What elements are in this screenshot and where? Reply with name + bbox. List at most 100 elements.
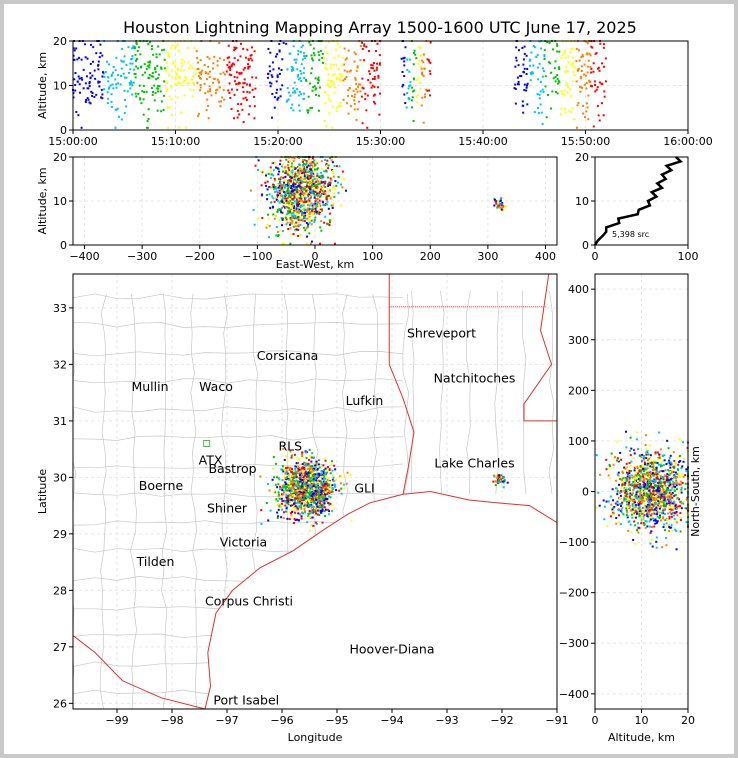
altitude-time-source — [135, 41, 138, 44]
map-lightning-source — [296, 474, 299, 477]
altitude-time-source — [302, 71, 305, 74]
altitude-eastwest-source — [293, 217, 296, 220]
altitude-eastwest-source — [324, 202, 327, 205]
altitude-time-source — [277, 96, 280, 99]
map-lightning-source — [289, 484, 292, 487]
northsouth-source — [624, 466, 627, 469]
map-lightning-source — [331, 469, 334, 472]
altitude-time-source — [147, 61, 150, 64]
altitude-eastwest-source — [294, 178, 297, 181]
altitude-eastwest-source — [301, 172, 304, 175]
map-lightning-source — [303, 478, 306, 481]
altitude-eastwest-source — [302, 169, 305, 172]
altitude-time-source — [364, 98, 367, 101]
map-lightning-source — [283, 500, 286, 503]
altitude-eastwest-source — [318, 204, 321, 207]
altitude-time-source — [334, 73, 337, 76]
altitude-eastwest-source — [310, 168, 313, 171]
map-lightning-source — [298, 486, 301, 489]
northsouth-source — [636, 476, 639, 479]
map-lightning-source — [297, 484, 300, 487]
altitude-time-source — [372, 94, 375, 97]
map-lightning-source — [328, 468, 331, 471]
altitude-time-source — [251, 88, 254, 91]
northsouth-source — [644, 509, 647, 512]
altitude-time-source — [577, 49, 580, 52]
map-lightning-source — [285, 489, 288, 492]
altitude-eastwest-source — [294, 191, 297, 194]
altitude-eastwest-source — [333, 165, 336, 168]
altitude-eastwest-source — [344, 189, 347, 192]
map-lightning-source — [303, 486, 306, 489]
map-lightning-source — [293, 518, 296, 521]
map-lightning-source — [311, 495, 314, 498]
altitude-time-source — [141, 90, 144, 93]
altitude-time-source — [114, 69, 117, 72]
altitude-eastwest-source — [312, 192, 315, 195]
altitude-time-source — [301, 58, 304, 61]
altitude-time-source — [228, 61, 231, 64]
northsouth-source — [645, 506, 648, 509]
map-lightning-source — [295, 495, 298, 498]
map-lightning-source — [304, 462, 307, 465]
map-lightning-source — [260, 509, 263, 512]
altitude-time-source — [220, 100, 223, 103]
altitude-eastwest-source — [302, 168, 305, 171]
northsouth-source — [663, 519, 666, 522]
northsouth-source — [648, 513, 651, 516]
altitude-eastwest-source — [305, 183, 308, 186]
figure-title: Houston Lightning Mapping Array 1500-160… — [123, 18, 637, 37]
map-lightning-source — [298, 472, 301, 475]
altitude-eastwest-source — [500, 208, 503, 211]
altitude-eastwest-source — [342, 178, 345, 181]
northsouth-source — [663, 459, 666, 462]
northsouth-source — [653, 473, 656, 476]
altitude-time-source — [515, 56, 518, 59]
altitude-eastwest-source — [281, 165, 284, 168]
map-lightning-source — [297, 468, 300, 471]
city-label: RLS — [278, 438, 302, 453]
map-lightning-source — [291, 478, 294, 481]
city-label: Waco — [199, 379, 233, 394]
map-lightning-source — [323, 498, 326, 501]
map-lightning-source — [294, 473, 297, 476]
altitude-time-source — [159, 90, 162, 93]
altitude-time-source — [564, 111, 567, 114]
altitude-time-source — [98, 85, 101, 88]
altitude-eastwest-source — [277, 234, 280, 237]
map-lightning-source — [318, 514, 321, 517]
northsouth-source — [673, 482, 676, 485]
map-lightning-source — [311, 452, 314, 455]
altitude-time-xtick-label: 15:30:00 — [356, 135, 405, 148]
altitude-time-source — [421, 73, 424, 76]
map-lightning-source — [298, 487, 301, 490]
altitude-time-source — [279, 95, 282, 98]
northsouth-source — [616, 493, 619, 496]
altitude-time-source — [406, 91, 409, 94]
northsouth-source — [655, 536, 658, 539]
altitude-eastwest-source — [275, 187, 278, 190]
parish-line — [494, 290, 499, 495]
map-lightning-source — [311, 456, 314, 459]
map-lightning-source — [306, 463, 309, 466]
map-lightning-source — [291, 474, 294, 477]
northsouth-source — [634, 470, 637, 473]
city-label: Port Isabel — [213, 693, 279, 708]
altitude-eastwest-source — [309, 211, 312, 214]
map-lightning-source — [291, 486, 294, 489]
altitude-time-source — [310, 72, 313, 75]
map-lightning-source — [308, 483, 311, 486]
map-lightning-source — [296, 489, 299, 492]
altitude-time-source — [604, 57, 607, 60]
altitude-eastwest-source — [308, 232, 311, 235]
altitude-time-source — [301, 44, 304, 47]
northsouth-source — [651, 513, 654, 516]
altitude-eastwest-source — [287, 175, 290, 178]
altitude-eastwest-source — [284, 216, 287, 219]
northsouth-source — [620, 479, 623, 482]
map-lightning-source — [342, 483, 345, 486]
map-lightning-source — [308, 489, 311, 492]
altitude-time-source — [300, 63, 303, 66]
altitude-time-source — [282, 41, 285, 44]
northsouth-source — [638, 515, 641, 518]
